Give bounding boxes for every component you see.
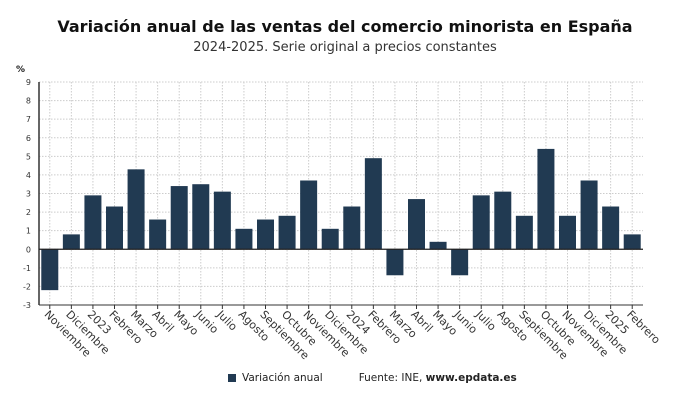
y-tick-label: 7 bbox=[26, 115, 31, 124]
y-tick-label: 6 bbox=[26, 134, 31, 143]
y-axis-unit: % bbox=[16, 65, 26, 75]
legend-swatch bbox=[228, 374, 236, 382]
bar bbox=[559, 215, 576, 250]
bar bbox=[127, 169, 145, 250]
y-tick-label: 0 bbox=[26, 245, 31, 254]
bar bbox=[364, 158, 382, 250]
source: Fuente: INE, www.epdata.es bbox=[359, 372, 517, 384]
y-tick-label: 3 bbox=[26, 190, 31, 199]
bar bbox=[321, 228, 339, 250]
source-link[interactable]: www.epdata.es bbox=[425, 372, 517, 384]
bar bbox=[257, 219, 274, 250]
source-label: Fuente: INE, bbox=[358, 372, 423, 384]
bar bbox=[623, 234, 641, 250]
bar bbox=[343, 206, 361, 250]
bar bbox=[300, 180, 318, 250]
bar bbox=[41, 249, 59, 291]
bar bbox=[602, 206, 620, 250]
bar bbox=[494, 191, 512, 250]
bar bbox=[472, 195, 490, 250]
y-tick-label: 9 bbox=[26, 78, 31, 87]
chart-title: Variación anual de las ventas del comerc… bbox=[57, 17, 633, 36]
y-tick-label: 4 bbox=[26, 171, 31, 180]
bar bbox=[515, 215, 533, 250]
bar bbox=[106, 206, 123, 250]
bar bbox=[580, 180, 598, 250]
y-tick-label: 5 bbox=[26, 152, 31, 161]
chart-subtitle: 2024-2025. Serie original a precios cons… bbox=[193, 40, 497, 55]
bar bbox=[213, 191, 231, 250]
bar bbox=[149, 219, 167, 250]
bar bbox=[537, 148, 555, 250]
bar bbox=[451, 249, 469, 276]
y-tick-label: -3 bbox=[23, 301, 31, 310]
bar bbox=[278, 215, 296, 250]
bar bbox=[235, 228, 253, 250]
y-tick-label: -1 bbox=[23, 264, 31, 273]
bar bbox=[429, 241, 447, 250]
legend: Variación anual Fuente: INE, www.epdata.… bbox=[228, 372, 517, 384]
bar bbox=[192, 184, 210, 250]
bar bbox=[62, 234, 80, 250]
y-tick-label: 2 bbox=[26, 208, 31, 217]
y-tick-label: 1 bbox=[26, 227, 31, 236]
legend-label: Variación anual bbox=[242, 372, 323, 384]
bar bbox=[84, 195, 102, 250]
y-tick-label: 8 bbox=[26, 97, 31, 106]
bar bbox=[170, 186, 188, 250]
bar bbox=[386, 249, 404, 276]
bar bbox=[408, 199, 425, 250]
y-tick-label: -2 bbox=[23, 282, 31, 291]
